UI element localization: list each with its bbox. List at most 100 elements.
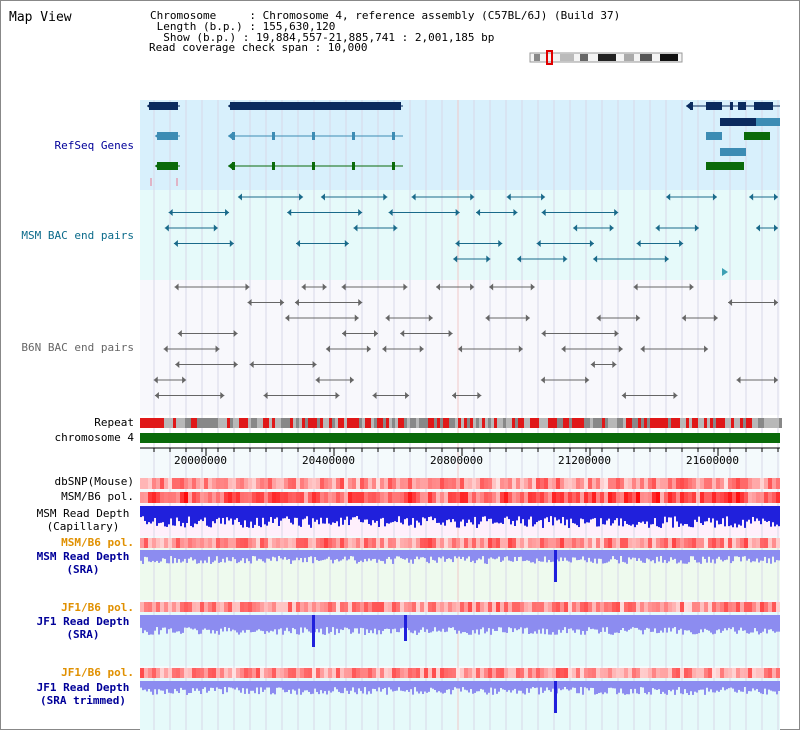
msm-b6-pol-cell <box>528 492 532 503</box>
jf1-b6-pol-2-cell <box>716 668 720 678</box>
jf1-depth-trim-bar <box>432 681 434 689</box>
msm-depth-capillary-bar <box>176 506 178 518</box>
jf1-b6-pol-2-cell <box>180 668 184 678</box>
repeat-mark <box>575 418 578 428</box>
msm-depth-sra-bar <box>356 550 358 564</box>
jf1-depth-sra-bar <box>680 615 682 629</box>
dbsnp-cell <box>700 478 704 489</box>
jf1-b6-pol-2-cell <box>580 668 584 678</box>
repeat-mark <box>161 418 164 428</box>
msm-depth-sra-bar <box>620 550 622 557</box>
msm-depth-sra-bar <box>280 550 282 559</box>
jf1-b6-pol-2-cell <box>152 668 156 678</box>
msm-depth-capillary-bar <box>462 506 464 520</box>
jf1-b6-pol-cell <box>716 602 720 612</box>
jf1-b6-pol-2-label[interactable]: JF1/B6 pol. <box>61 666 134 679</box>
msm-depth-capillary-bar <box>316 506 318 520</box>
jf1-depth-sra-bar <box>530 615 532 634</box>
msm-b6-pol-2-cell <box>692 538 696 548</box>
jf1-depth-sra-bar <box>642 615 644 635</box>
jf1-depth-trim-bar <box>596 681 598 695</box>
b6n-bac-pair-end <box>681 314 686 322</box>
jf1-depth-sra-bar <box>624 615 626 631</box>
jf1-depth-trim-bar <box>428 681 430 692</box>
ideogram-band <box>534 54 540 61</box>
b6n-bac-label[interactable]: B6N BAC end pairs <box>21 341 134 354</box>
jf1-b6-pol-label[interactable]: JF1/B6 pol. <box>61 601 134 614</box>
jf1-depth-trim-bar <box>756 681 758 690</box>
msm-depth-sra-bar <box>438 550 440 558</box>
msm-b6-pol-label[interactable]: MSM/B6 pol. <box>61 490 134 503</box>
jf1-depth-sra-label[interactable]: JF1 Read Depth (SRA) <box>30 615 136 641</box>
msm-depth-sra-bar <box>180 550 182 563</box>
jf1-depth-sra-bar <box>616 615 618 633</box>
msm-depth-sra-bar <box>286 550 288 560</box>
msm-depth-capillary-bar <box>692 506 694 528</box>
msm-b6-pol-2-cell <box>256 538 260 548</box>
msm-depth-capillary-bar <box>426 506 428 522</box>
dbsnp-cell <box>420 478 424 489</box>
msm-depth-sra-label[interactable]: MSM Read Depth (SRA) <box>30 550 136 576</box>
msm-depth-capillary-bar <box>186 506 188 524</box>
repeat-mark <box>710 418 713 428</box>
msm-depth-sra-bar <box>640 550 642 561</box>
refseq-genes-label[interactable]: RefSeq Genes <box>54 139 134 152</box>
msm-depth-capillary-bar <box>374 506 376 523</box>
jf1-depth-trim-bar <box>482 681 484 690</box>
axis-tick-label: 20400000 <box>302 454 355 467</box>
msm-b6-pol-2-cell <box>768 538 772 548</box>
jf1-b6-pol-2-cell <box>452 668 456 678</box>
msm-depth-sra-bar <box>496 550 498 559</box>
msm-b6-pol-2-cell <box>268 538 272 548</box>
jf1-b6-pol-2-cell <box>692 668 696 678</box>
jf1-b6-pol-2-cell <box>592 668 596 678</box>
jf1-b6-pol-cell <box>204 602 208 612</box>
gene-block <box>706 132 722 140</box>
jf1-depth-trim-bar <box>286 681 288 693</box>
jf1-b6-pol-2-cell <box>416 668 420 678</box>
jf1-b6-pol-cell <box>544 602 548 612</box>
jf1-depth-trim-bar <box>614 681 616 689</box>
jf1-depth-sra-bar <box>402 615 404 628</box>
msm-b6-pol-cell <box>720 492 724 503</box>
dbsnp-cell <box>596 478 600 489</box>
jf1-depth-sra-bar <box>192 615 194 630</box>
jf1-b6-pol-cell <box>372 602 376 612</box>
msm-b6-pol-cell <box>420 492 424 503</box>
repeat-mark <box>263 418 266 428</box>
msm-depth-capillary-bar <box>326 506 328 518</box>
msm-b6-pol-2-cell <box>280 538 284 548</box>
msm-depth-capillary-label[interactable]: MSM Read Depth (Capillary) <box>30 507 136 533</box>
dbsnp-cell <box>520 478 524 489</box>
repeat-mark <box>356 418 359 428</box>
jf1-depth-trim-bar <box>408 681 410 692</box>
dbsnp-label[interactable]: dbSNP(Mouse) <box>54 475 134 488</box>
repeat-mark <box>494 418 497 428</box>
jf1-depth-sra-bar <box>364 615 366 635</box>
msm-bac-label[interactable]: MSM BAC end pairs <box>21 229 134 242</box>
msm-depth-sra-bar <box>226 550 228 558</box>
msm-depth-sra-bar <box>534 550 536 564</box>
msm-b6-pol-2-label[interactable]: MSM/B6 pol. <box>61 536 134 549</box>
jf1-depth-trim-bar <box>444 681 446 693</box>
jf1-b6-pol-2-cell <box>300 668 304 678</box>
jf1-depth-trim-bar <box>252 681 254 691</box>
msm-b6-pol-cell <box>200 492 204 503</box>
jf1-depth-trim-bar <box>312 681 314 694</box>
msm-b6-pol-cell <box>624 492 628 503</box>
msm-depth-sra-bar <box>486 550 488 564</box>
msm-depth-sra-bar <box>464 550 466 561</box>
msm-b6-pol-cell <box>316 492 320 503</box>
msm-b6-pol-cell <box>504 492 508 503</box>
msm-depth-capillary-bar <box>272 506 274 523</box>
jf1-depth-trim-label[interactable]: JF1 Read Depth (SRA trimmed) <box>30 681 136 707</box>
jf1-b6-pol-cell <box>436 602 440 612</box>
b6n-bac-pair-end <box>621 392 626 399</box>
msm-b6-pol-cell <box>540 492 544 503</box>
msm-depth-sra-bar <box>758 550 760 563</box>
repeat-mark <box>773 418 776 428</box>
msm-b6-pol-cell <box>700 492 704 503</box>
jf1-depth-trim-bar <box>560 681 562 691</box>
msm-depth-sra-bar <box>498 550 500 557</box>
